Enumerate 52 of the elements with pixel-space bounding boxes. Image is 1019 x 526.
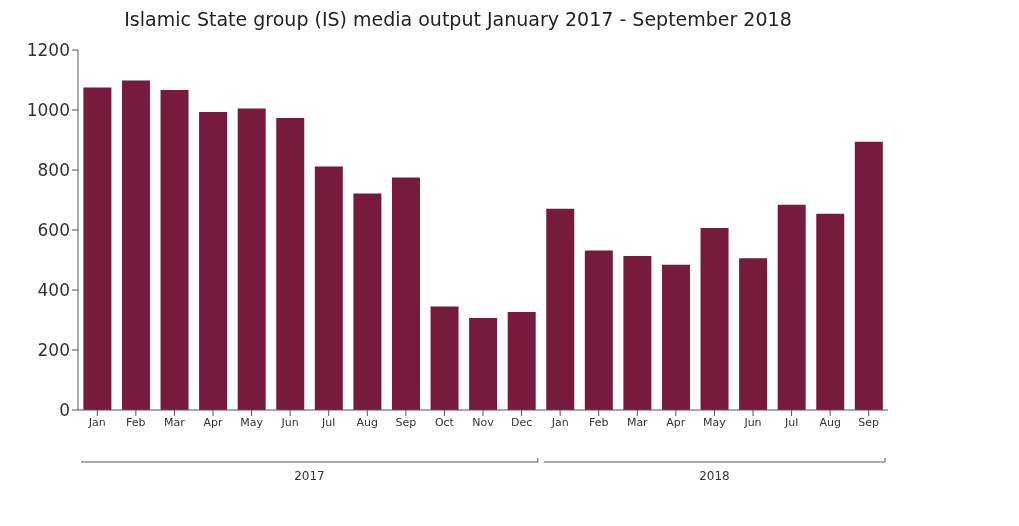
y-tick-label: 800 — [37, 160, 70, 181]
bar — [276, 118, 305, 410]
text: 2017 — [294, 469, 325, 483]
bar — [507, 311, 536, 410]
bar — [199, 112, 228, 410]
bar — [391, 177, 420, 410]
bar — [854, 141, 883, 410]
bar — [816, 213, 845, 410]
x-tick-label: Nov — [472, 415, 495, 429]
x-tick-label: Jan — [87, 415, 106, 429]
y-tick-label: 400 — [37, 280, 70, 301]
x-tick-label: Jan — [550, 415, 569, 429]
y-tick-label: 1200 — [26, 40, 70, 61]
x-tick-label: May — [240, 415, 264, 429]
bar — [314, 166, 343, 410]
bar — [469, 317, 498, 410]
x-tick-label: Feb — [126, 415, 146, 429]
chart-title: Islamic State group (IS) media output January 2017 - September 2018 — [123, 8, 793, 30]
x-tick-label: Dec — [510, 415, 533, 429]
x-tick-label: Apr — [666, 415, 686, 429]
x-tick-label: Aug — [356, 415, 379, 429]
y-tick-label: 1000 — [26, 100, 70, 121]
x-tick-label: Jul — [321, 415, 336, 429]
y-tick-label: 200 — [37, 340, 70, 361]
x-tick-label: Sep — [858, 415, 880, 429]
x-tick-label: Mar — [626, 415, 649, 429]
bar — [700, 227, 729, 410]
x-tick-label: Jun — [743, 415, 762, 429]
bar — [430, 306, 459, 410]
y-tick-label: 0 — [59, 400, 70, 421]
bar — [584, 250, 613, 410]
x-tick-label: Sep — [395, 415, 417, 429]
bar — [623, 256, 652, 410]
x-tick-label: Mar — [164, 415, 186, 429]
text: 2018 — [699, 469, 730, 483]
bar — [777, 204, 806, 410]
bar — [739, 258, 768, 410]
x-tick-label: Apr — [203, 415, 223, 429]
x-tick-label: Aug — [819, 415, 841, 429]
bar — [121, 80, 150, 410]
y-tick-label: 600 — [37, 220, 70, 241]
x-tick-label: Jun — [280, 415, 299, 429]
bar — [353, 193, 382, 410]
bar — [160, 89, 189, 410]
x-tick-label: Jul — [783, 415, 799, 429]
x-tick-label: Feb — [588, 415, 609, 429]
x-tick-label: Oct — [434, 415, 455, 429]
x-tick-label: May — [703, 415, 727, 429]
bar — [83, 87, 112, 410]
bar — [661, 264, 690, 410]
bar — [546, 208, 575, 410]
bar — [237, 108, 266, 410]
